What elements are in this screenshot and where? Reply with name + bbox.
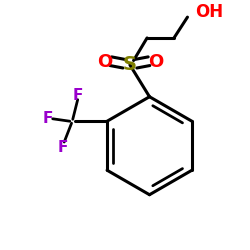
Text: OH: OH	[195, 3, 223, 21]
Text: F: F	[72, 88, 83, 103]
Text: S: S	[123, 56, 137, 74]
Text: O: O	[148, 54, 163, 72]
Text: F: F	[58, 140, 68, 155]
Text: F: F	[42, 111, 53, 126]
Text: O: O	[97, 54, 112, 72]
